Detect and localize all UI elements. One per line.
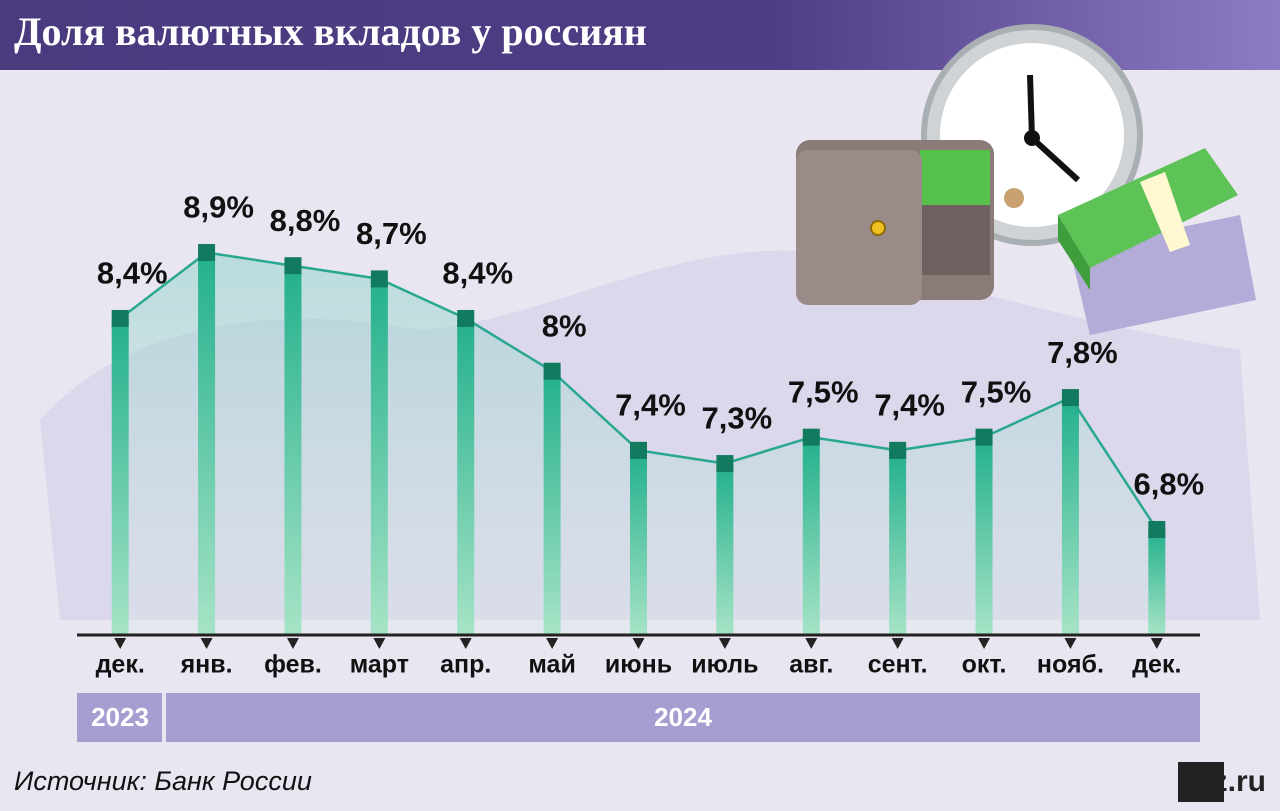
tick-triangle: [1064, 638, 1077, 649]
tick-triangle: [1150, 638, 1163, 649]
tick-triangle: [459, 638, 472, 649]
x-tick-label: дек.: [96, 651, 145, 679]
year-label: 2024: [654, 702, 712, 732]
bar: [975, 437, 993, 635]
x-tick-label: июль: [691, 651, 758, 679]
value-label: 8,9%: [183, 190, 254, 225]
x-tick-label: апр.: [440, 651, 491, 679]
marker: [802, 428, 820, 446]
x-tick-label: дек.: [1132, 651, 1181, 679]
value-label: 8,4%: [97, 256, 168, 291]
source-note: Источник: Банк России: [14, 766, 312, 796]
tick-triangle: [200, 638, 213, 649]
bar: [198, 252, 216, 635]
bar: [111, 318, 129, 635]
value-label: 8,4%: [442, 256, 513, 291]
marker: [543, 362, 561, 380]
logo-box: [1178, 762, 1224, 802]
tick-triangle: [805, 638, 818, 649]
tick-triangle: [891, 638, 904, 649]
marker: [889, 441, 907, 459]
value-label: 7,8%: [1047, 335, 1118, 370]
marker: [1061, 389, 1079, 407]
tick-triangle: [632, 638, 645, 649]
x-tick-label: окт.: [962, 651, 1007, 679]
bar: [1061, 397, 1079, 635]
value-label: 7,3%: [702, 401, 773, 436]
marker: [457, 309, 475, 327]
value-label: 8,7%: [356, 216, 427, 251]
bar: [1148, 529, 1166, 635]
bar: [370, 278, 388, 635]
value-label: 8,8%: [270, 203, 341, 238]
bar: [630, 450, 647, 635]
x-tick-label: авг.: [789, 651, 833, 679]
tick-triangle: [114, 638, 127, 649]
year-band: [166, 693, 1200, 742]
bar: [284, 265, 302, 635]
tick-triangle: [286, 638, 299, 649]
marker: [198, 244, 216, 262]
tick-triangle: [373, 638, 386, 649]
marker: [975, 428, 993, 446]
value-label: 8%: [542, 308, 587, 343]
tick-triangle: [546, 638, 559, 649]
value-label: 7,4%: [615, 388, 686, 423]
x-tick-label: фев.: [264, 651, 322, 679]
x-tick-label: март: [350, 651, 409, 679]
illustration: [796, 24, 1256, 335]
marker: [284, 257, 302, 275]
value-label: 7,5%: [788, 374, 859, 409]
marker: [111, 309, 129, 327]
x-tick-label: нояб.: [1037, 651, 1104, 679]
chart-title: Доля валютных вкладов у россиян: [14, 9, 647, 54]
bar: [457, 318, 475, 635]
marker: [630, 441, 647, 459]
x-tick-label: сент.: [868, 651, 928, 679]
year-band: [77, 693, 162, 742]
x-tick-label: янв.: [180, 651, 233, 679]
tick-triangle: [718, 638, 731, 649]
marker: [1148, 520, 1166, 538]
year-label: 2023: [91, 702, 149, 732]
logo: iz.ru: [1204, 765, 1266, 798]
bar: [802, 437, 820, 635]
value-label: 6,8%: [1133, 467, 1204, 502]
bar: [716, 463, 734, 635]
x-tick-label: июнь: [605, 651, 672, 679]
marker: [716, 455, 734, 473]
value-label: 7,4%: [874, 388, 945, 423]
tick-triangle: [978, 638, 991, 649]
marker: [370, 270, 388, 288]
bar: [889, 450, 907, 635]
value-label: 7,5%: [961, 374, 1032, 409]
bar: [543, 371, 561, 635]
x-tick-label: май: [528, 651, 575, 679]
